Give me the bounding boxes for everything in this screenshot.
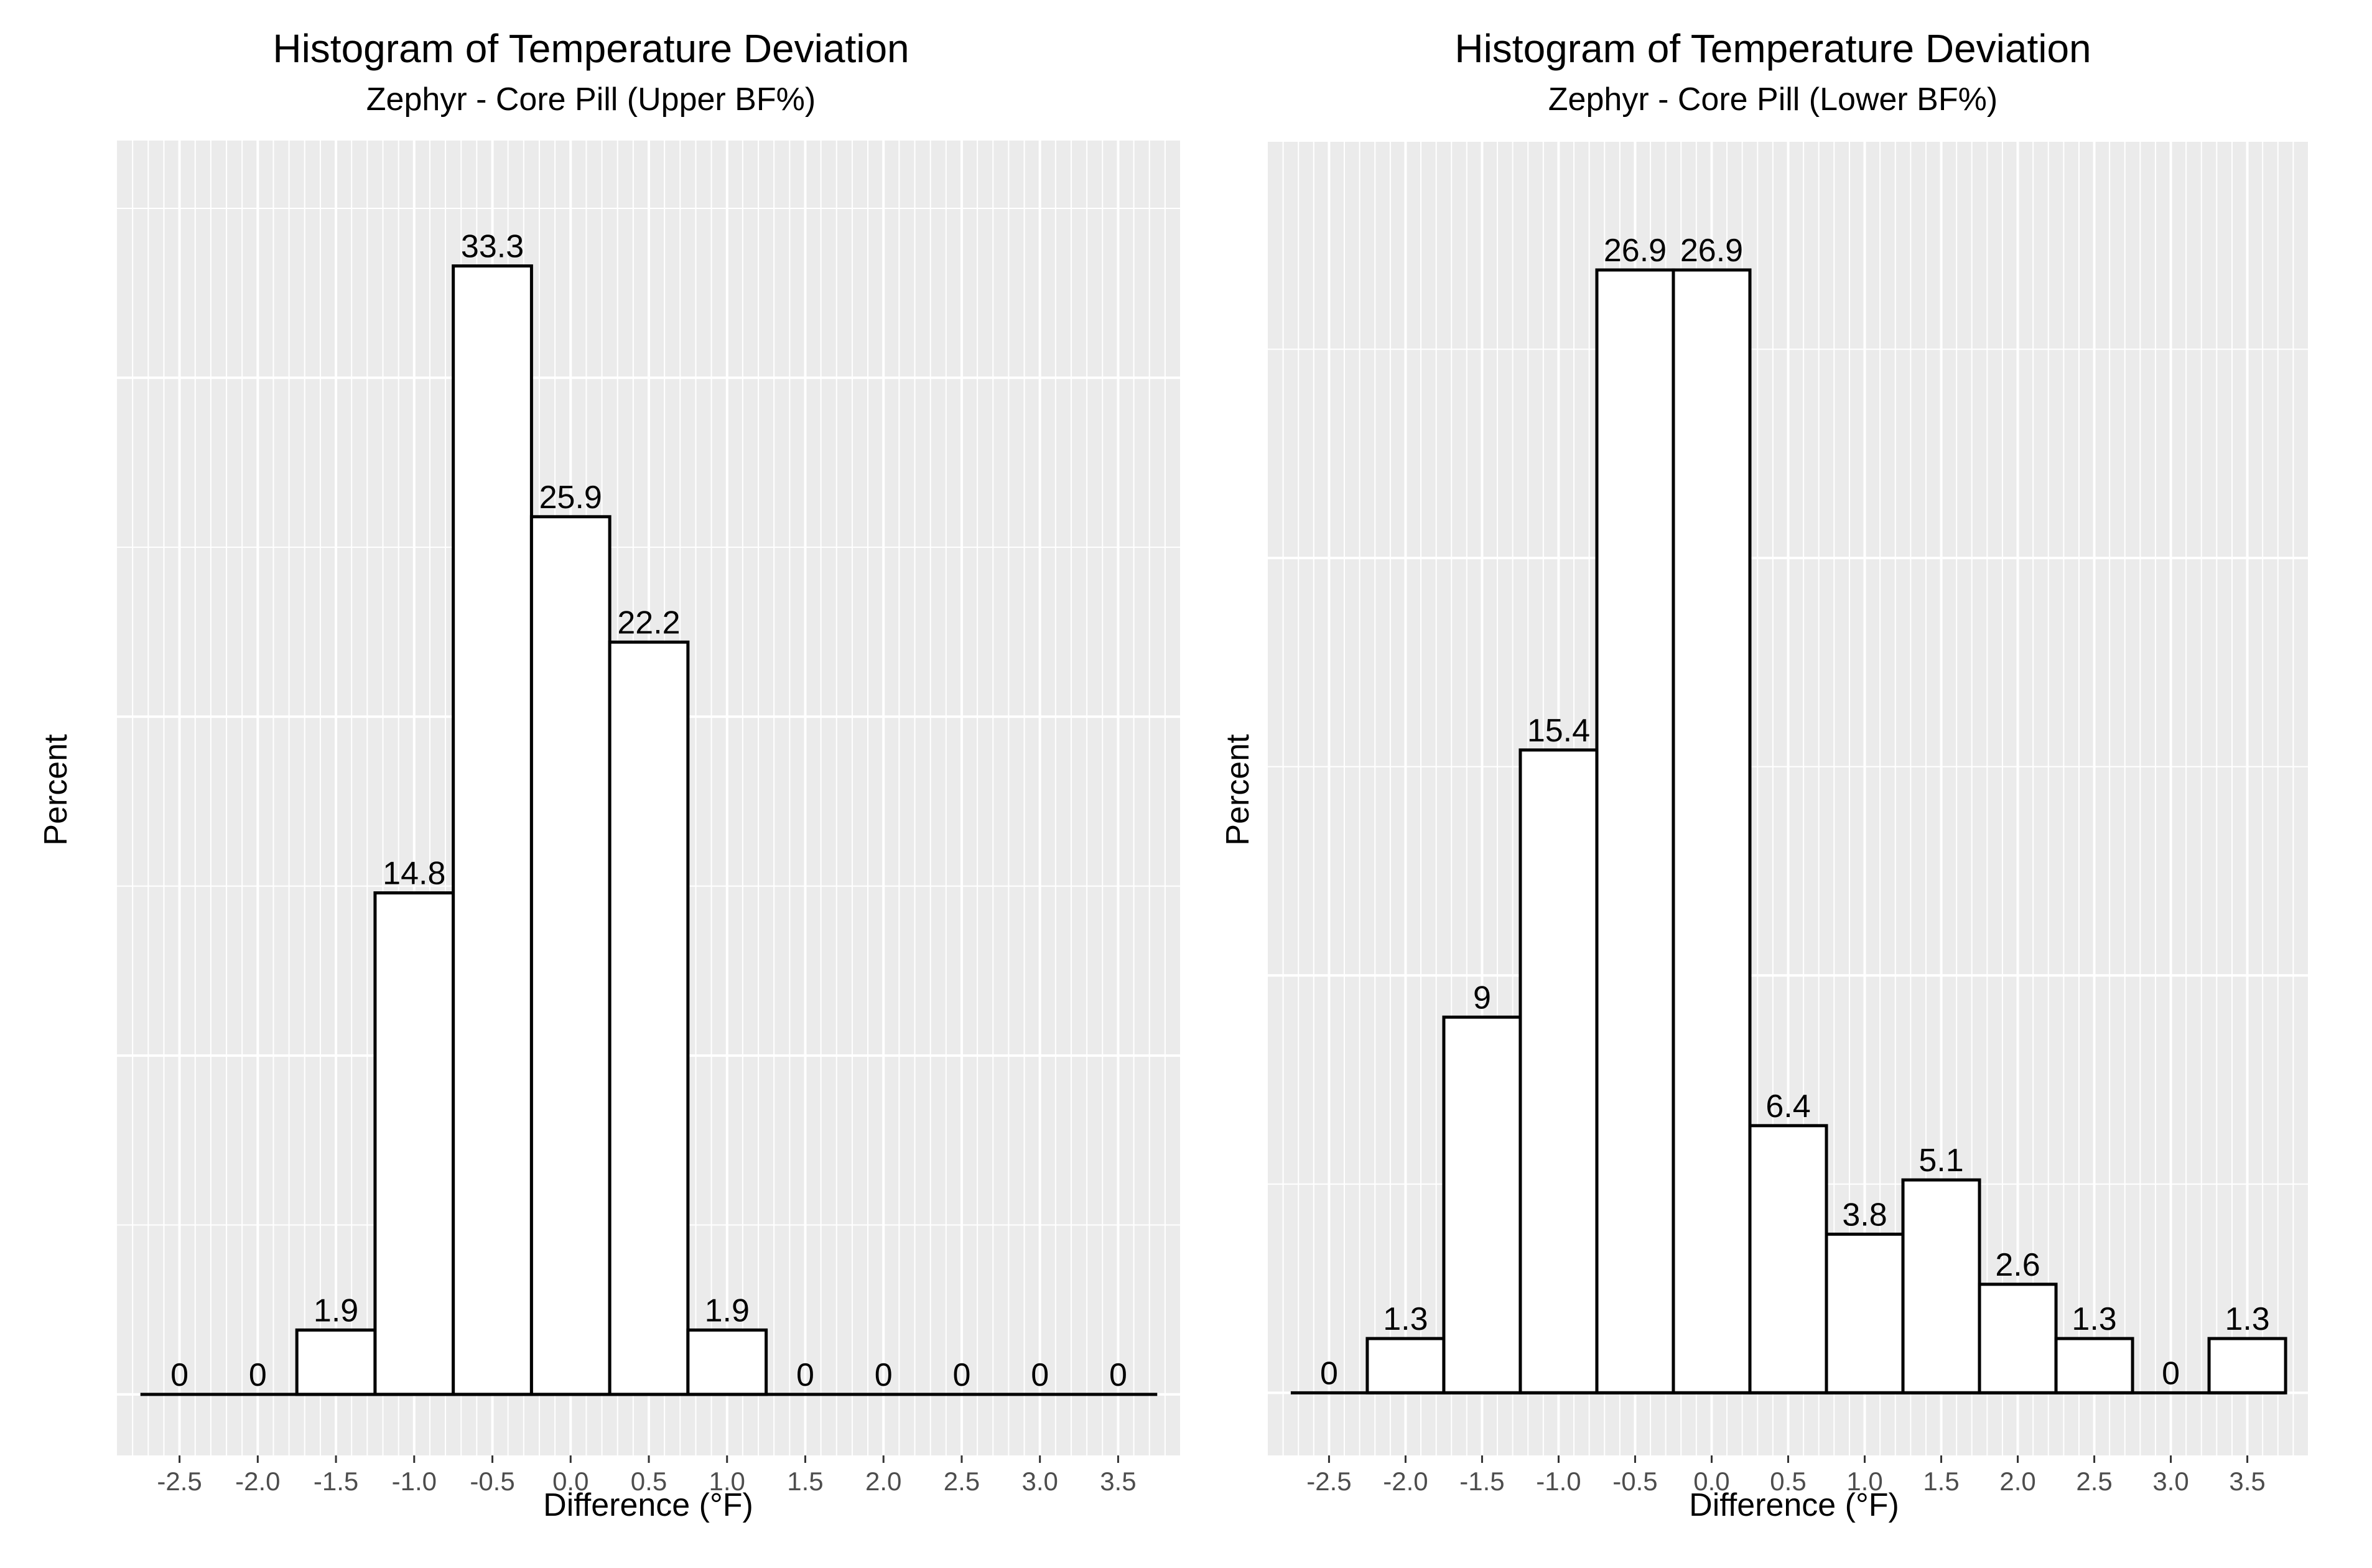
x-tick-label: 0.0 [552,1467,588,1496]
data-label: 1.3 [1383,1301,1428,1337]
data-label: 0 [952,1357,970,1393]
histogram-bar [608,640,690,1396]
x-tick-label: 0.0 [1693,1467,1729,1496]
histogram-bar [373,891,455,1396]
x-tick-label: -2.0 [1383,1467,1428,1496]
chart-title: Histogram of Temperature Deviation [272,26,909,71]
x-tick-label: -2.5 [1306,1467,1351,1496]
x-tick-label: 1.0 [709,1467,745,1496]
data-label: 15.4 [1527,713,1590,749]
data-label: 0 [1109,1357,1127,1393]
x-axis-ticks: -2.5 -2.0 -1.5 -1.0 -0.5 0.0 0.5 1.0 1.5 2.0 2.5 3.… [157,1455,1137,1496]
x-tick-label: 2.0 [1999,1467,2035,1496]
histogram-bar [1978,1283,2058,1394]
data-label: 1.3 [2072,1301,2116,1337]
histogram-bar [1365,1337,1446,1394]
x-tick-label: -1.5 [314,1467,358,1496]
data-label: 0 [875,1357,893,1393]
data-labels: 0 0 1.9 14.8 33.3 25.9 22.2 1.9 0 0 0 0 0 [170,229,1127,1393]
histogram-bar [1825,1232,1905,1394]
x-tick-label: -1.0 [1536,1467,1581,1496]
histogram-bar [529,515,612,1396]
x-tick-label: 3.5 [1100,1467,1136,1496]
x-axis-ticks: -2.5 -2.0 -1.5 -1.0 -0.5 0.0 0.5 1.0 1.5 2.0 2.5 3.… [1306,1455,2266,1496]
data-label: 25.9 [539,480,602,516]
chart-subtitle: Zephyr - Core Pill (Lower BF%) [1548,81,1998,118]
data-label: 6.4 [1765,1088,1810,1125]
histogram-bar [452,264,533,1396]
x-tick-label: 0.5 [1770,1467,1806,1496]
bars [140,264,1158,1396]
data-label: 1.3 [2225,1301,2269,1337]
data-label: 2.6 [1995,1247,2040,1283]
x-tick-label: -1.0 [392,1467,437,1496]
x-tick-label: 0.5 [631,1467,667,1496]
chart-title: Histogram of Temperature Deviation [1454,26,2091,71]
data-label: 1.9 [314,1292,358,1329]
x-tick-label: 1.5 [787,1467,823,1496]
histogram-bar [1748,1124,1828,1394]
x-tick-label: -0.5 [470,1467,514,1496]
x-axis-label: Difference (°F) [543,1487,753,1523]
data-label: 22.2 [617,605,680,641]
data-label: 0 [170,1357,188,1393]
data-label: 0 [2162,1355,2180,1391]
chart-subtitle: Zephyr - Core Pill (Upper BF%) [366,81,816,118]
histogram-bar [1672,268,1752,1394]
data-label: 0 [1031,1357,1049,1393]
data-label: 1.9 [705,1292,750,1329]
x-tick-label: 3.5 [2229,1467,2265,1496]
data-label: 5.1 [1919,1143,1963,1179]
bars [1290,268,2287,1394]
histogram-bar [1595,268,1675,1394]
histogram-bar [1519,748,1599,1394]
histogram-bar [686,1328,768,1396]
histogram-upper-bf: Histogram of Temperature Deviation Zephy… [0,0,1182,1568]
data-label: 14.8 [383,856,445,892]
x-tick-label: 3.0 [1021,1467,1058,1496]
x-axis-label: Difference (°F) [1689,1487,1899,1523]
chart-plot-area-upper: 0 0 1.9 14.8 33.3 25.9 22.2 1.9 0 0 0 0 0 -2.5 -2.0 -1.… [117,141,1181,1496]
histogram-bar [2054,1337,2134,1394]
histogram-bar [2207,1337,2287,1394]
data-label: 0 [249,1357,267,1393]
x-tick-label: 3.0 [2152,1467,2188,1496]
x-tick-label: -2.5 [157,1467,202,1496]
data-label: 0 [796,1357,814,1393]
histogram-bar [1442,1015,1522,1394]
data-labels: 0 1.3 9 15.4 26.9 26.9 6.4 3.8 5.1 2.6 1.3 0 1.3 [1320,233,2270,1391]
data-label: 0 [1320,1355,1338,1391]
x-tick-label: 2.5 [944,1467,980,1496]
x-tick-label: 2.5 [2076,1467,2112,1496]
data-label: 9 [1473,980,1491,1016]
x-tick-label: 2.0 [865,1467,901,1496]
data-label: 26.9 [1680,233,1743,269]
x-tick-label: 1.5 [1923,1467,1959,1496]
data-label: 33.3 [461,229,524,265]
histogram-bar [1901,1178,1981,1394]
chart-plot-area-lower: 0 1.3 9 15.4 26.9 26.9 6.4 3.8 5.1 2.6 1.3 0 1.3 -2.5… [1268,139,2309,1496]
data-label: 3.8 [1842,1197,1887,1233]
x-tick-label: -0.5 [1612,1467,1657,1496]
x-tick-label: -2.0 [235,1467,280,1496]
histogram-bar [295,1328,377,1396]
x-tick-label: -1.5 [1459,1467,1504,1496]
histogram-lower-bf: Histogram of Temperature Deviation Zephy… [1182,0,2364,1568]
x-tick-label: 1.0 [1846,1467,1882,1496]
data-label: 26.9 [1604,233,1667,269]
